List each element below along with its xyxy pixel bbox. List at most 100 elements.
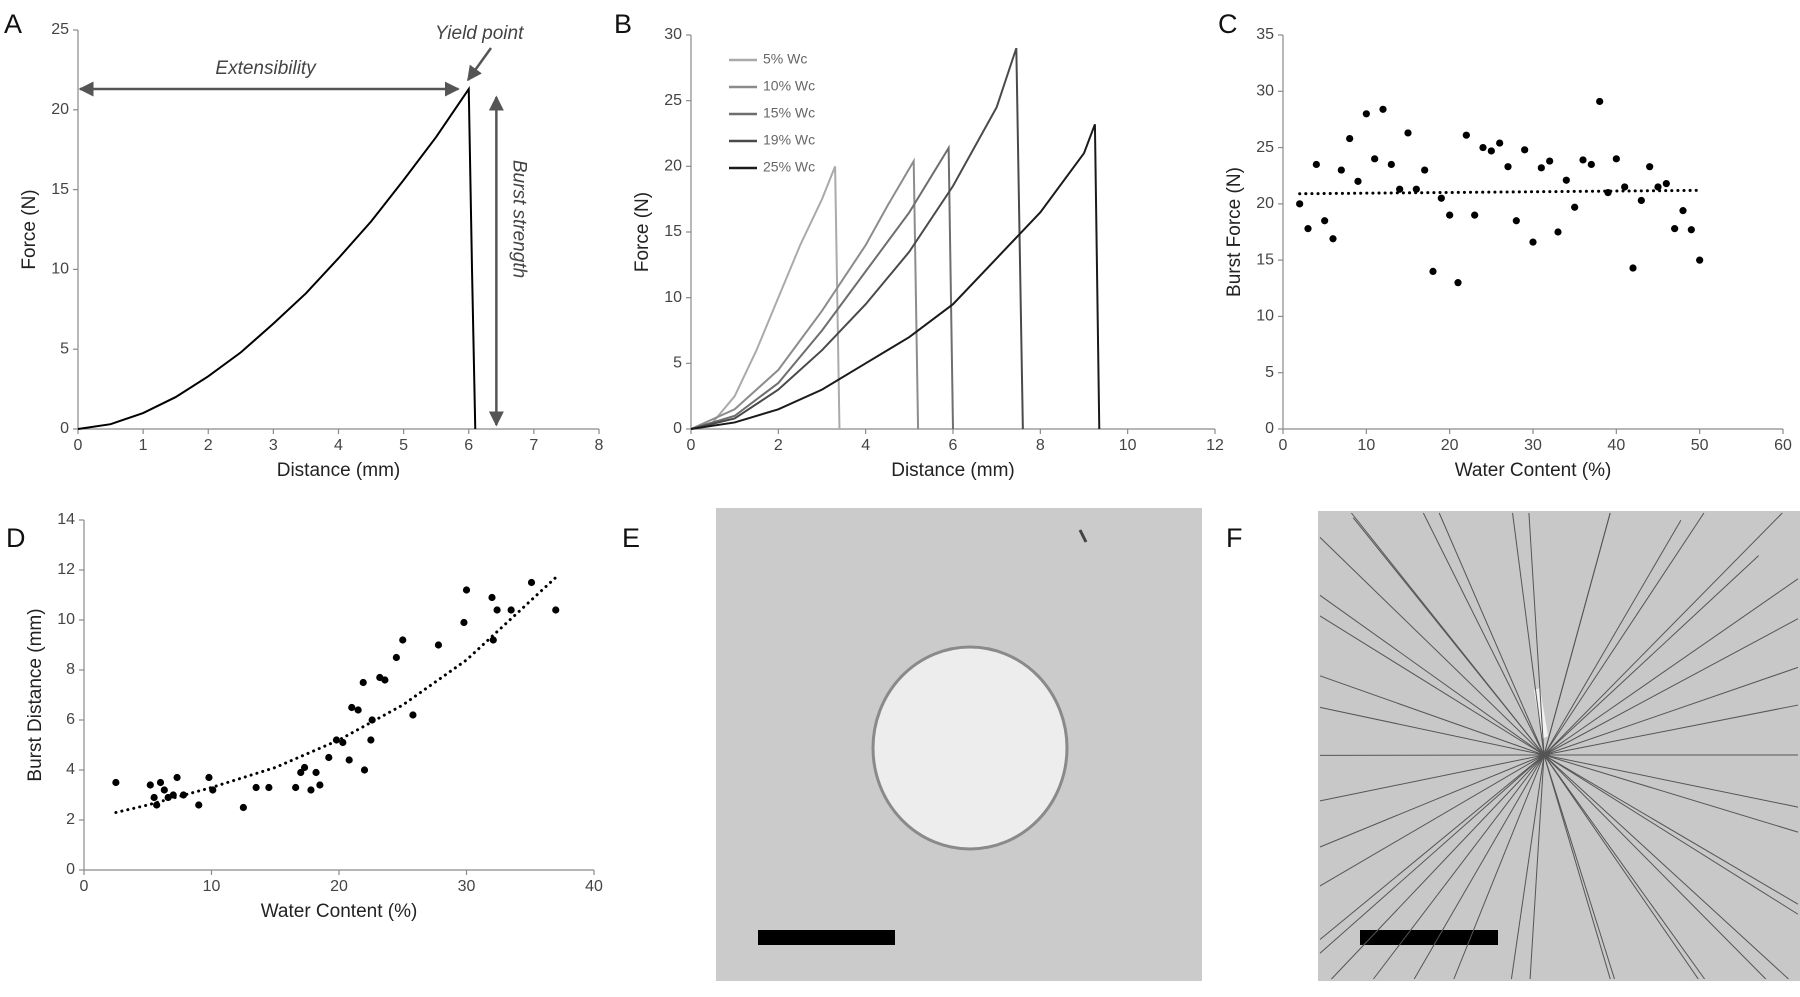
panel-letter: D bbox=[6, 523, 26, 553]
annotation: Burst strength bbox=[508, 160, 529, 278]
crack bbox=[1319, 537, 1545, 756]
crack bbox=[1528, 512, 1545, 756]
force-curve bbox=[77, 85, 477, 430]
crack bbox=[1319, 754, 1545, 848]
crack bbox=[1319, 754, 1545, 802]
point bbox=[1571, 203, 1579, 211]
point bbox=[1337, 166, 1345, 174]
y-tick-label: 30 bbox=[1256, 83, 1274, 100]
point bbox=[354, 706, 362, 714]
point bbox=[1362, 110, 1370, 118]
point bbox=[1587, 160, 1595, 169]
point bbox=[156, 778, 165, 787]
y-tick-label: 4 bbox=[66, 761, 75, 778]
series-line bbox=[690, 144, 954, 430]
crack bbox=[1543, 754, 1705, 980]
crack bbox=[1543, 754, 1615, 980]
y-tick-label: 25 bbox=[664, 92, 682, 109]
point bbox=[1679, 207, 1687, 215]
x-tick-label: 0 bbox=[74, 437, 83, 454]
point bbox=[1512, 217, 1520, 225]
x-tick-label: 8 bbox=[1036, 437, 1045, 454]
crack bbox=[1351, 512, 1545, 756]
point bbox=[307, 786, 315, 794]
legend-label: 25% Wc bbox=[763, 159, 815, 175]
y-axis-label: Force (N) bbox=[19, 189, 40, 269]
trendline bbox=[114, 576, 558, 814]
yield-arrow bbox=[466, 47, 493, 82]
x-tick-label: 60 bbox=[1774, 437, 1792, 454]
crack bbox=[1543, 754, 1767, 980]
x-tick-label: 10 bbox=[1119, 437, 1137, 454]
x-tick-label: 4 bbox=[334, 437, 343, 454]
x-tick-label: 6 bbox=[464, 437, 473, 454]
y-tick-label: 0 bbox=[673, 420, 682, 437]
point bbox=[489, 636, 497, 644]
point bbox=[345, 756, 353, 764]
point bbox=[1654, 183, 1662, 191]
x-tick-label: 2 bbox=[204, 437, 213, 454]
y-tick-label: 15 bbox=[51, 181, 69, 198]
legend-label: 10% Wc bbox=[763, 78, 815, 94]
point bbox=[381, 676, 389, 684]
point bbox=[1521, 146, 1529, 154]
x-axis-label: Water Content (%) bbox=[261, 901, 418, 922]
point bbox=[360, 766, 369, 774]
point bbox=[300, 763, 309, 772]
crack bbox=[1543, 754, 1699, 980]
point bbox=[1696, 256, 1704, 264]
point bbox=[1312, 160, 1320, 169]
point bbox=[1446, 211, 1454, 219]
crack bbox=[1543, 512, 1705, 756]
crack bbox=[1543, 555, 1759, 756]
y-tick-label: 30 bbox=[664, 26, 682, 43]
y-tick-label: 20 bbox=[664, 158, 682, 175]
y-tick-label: 5 bbox=[60, 340, 69, 357]
crack bbox=[1543, 754, 1789, 980]
x-axis-label: Distance (mm) bbox=[277, 460, 401, 481]
point bbox=[252, 783, 260, 792]
photo-f bbox=[1318, 511, 1800, 981]
crack bbox=[1438, 512, 1545, 756]
point bbox=[367, 736, 375, 744]
point bbox=[1462, 131, 1470, 139]
point bbox=[493, 606, 501, 614]
series-line bbox=[690, 157, 920, 430]
series-line bbox=[690, 47, 1024, 430]
crack bbox=[1319, 706, 1545, 756]
crack bbox=[1543, 754, 1799, 915]
point bbox=[292, 783, 300, 792]
point bbox=[173, 773, 181, 782]
crack bbox=[1331, 754, 1545, 980]
crack bbox=[1543, 754, 1799, 808]
crack bbox=[1543, 754, 1799, 833]
crack bbox=[1543, 704, 1799, 756]
x-tick-label: 2 bbox=[774, 437, 783, 454]
point bbox=[1471, 211, 1479, 219]
point bbox=[1387, 160, 1395, 169]
point bbox=[1479, 143, 1487, 152]
point bbox=[146, 781, 154, 789]
x-axis-label: Water Content (%) bbox=[1455, 460, 1612, 481]
x-tick-label: 7 bbox=[529, 437, 538, 454]
y-tick-label: 0 bbox=[66, 861, 75, 878]
point bbox=[359, 678, 367, 687]
x-tick-label: 4 bbox=[861, 437, 870, 454]
x-tick-label: 6 bbox=[949, 437, 958, 454]
scale-bar bbox=[1360, 930, 1498, 945]
x-tick-label: 10 bbox=[1357, 437, 1375, 454]
panel-letter: F bbox=[1226, 523, 1243, 553]
x-tick-label: 12 bbox=[1206, 437, 1224, 454]
point bbox=[1671, 225, 1679, 233]
y-tick-label: 25 bbox=[1256, 139, 1274, 156]
crack bbox=[1529, 754, 1545, 980]
crack bbox=[1422, 512, 1545, 756]
point bbox=[1646, 163, 1654, 171]
crack bbox=[1543, 754, 1799, 905]
y-tick-label: 15 bbox=[664, 223, 682, 240]
crack bbox=[1543, 520, 1682, 756]
point bbox=[1421, 166, 1429, 174]
y-tick-label: 0 bbox=[60, 420, 69, 437]
debris bbox=[1078, 529, 1088, 543]
